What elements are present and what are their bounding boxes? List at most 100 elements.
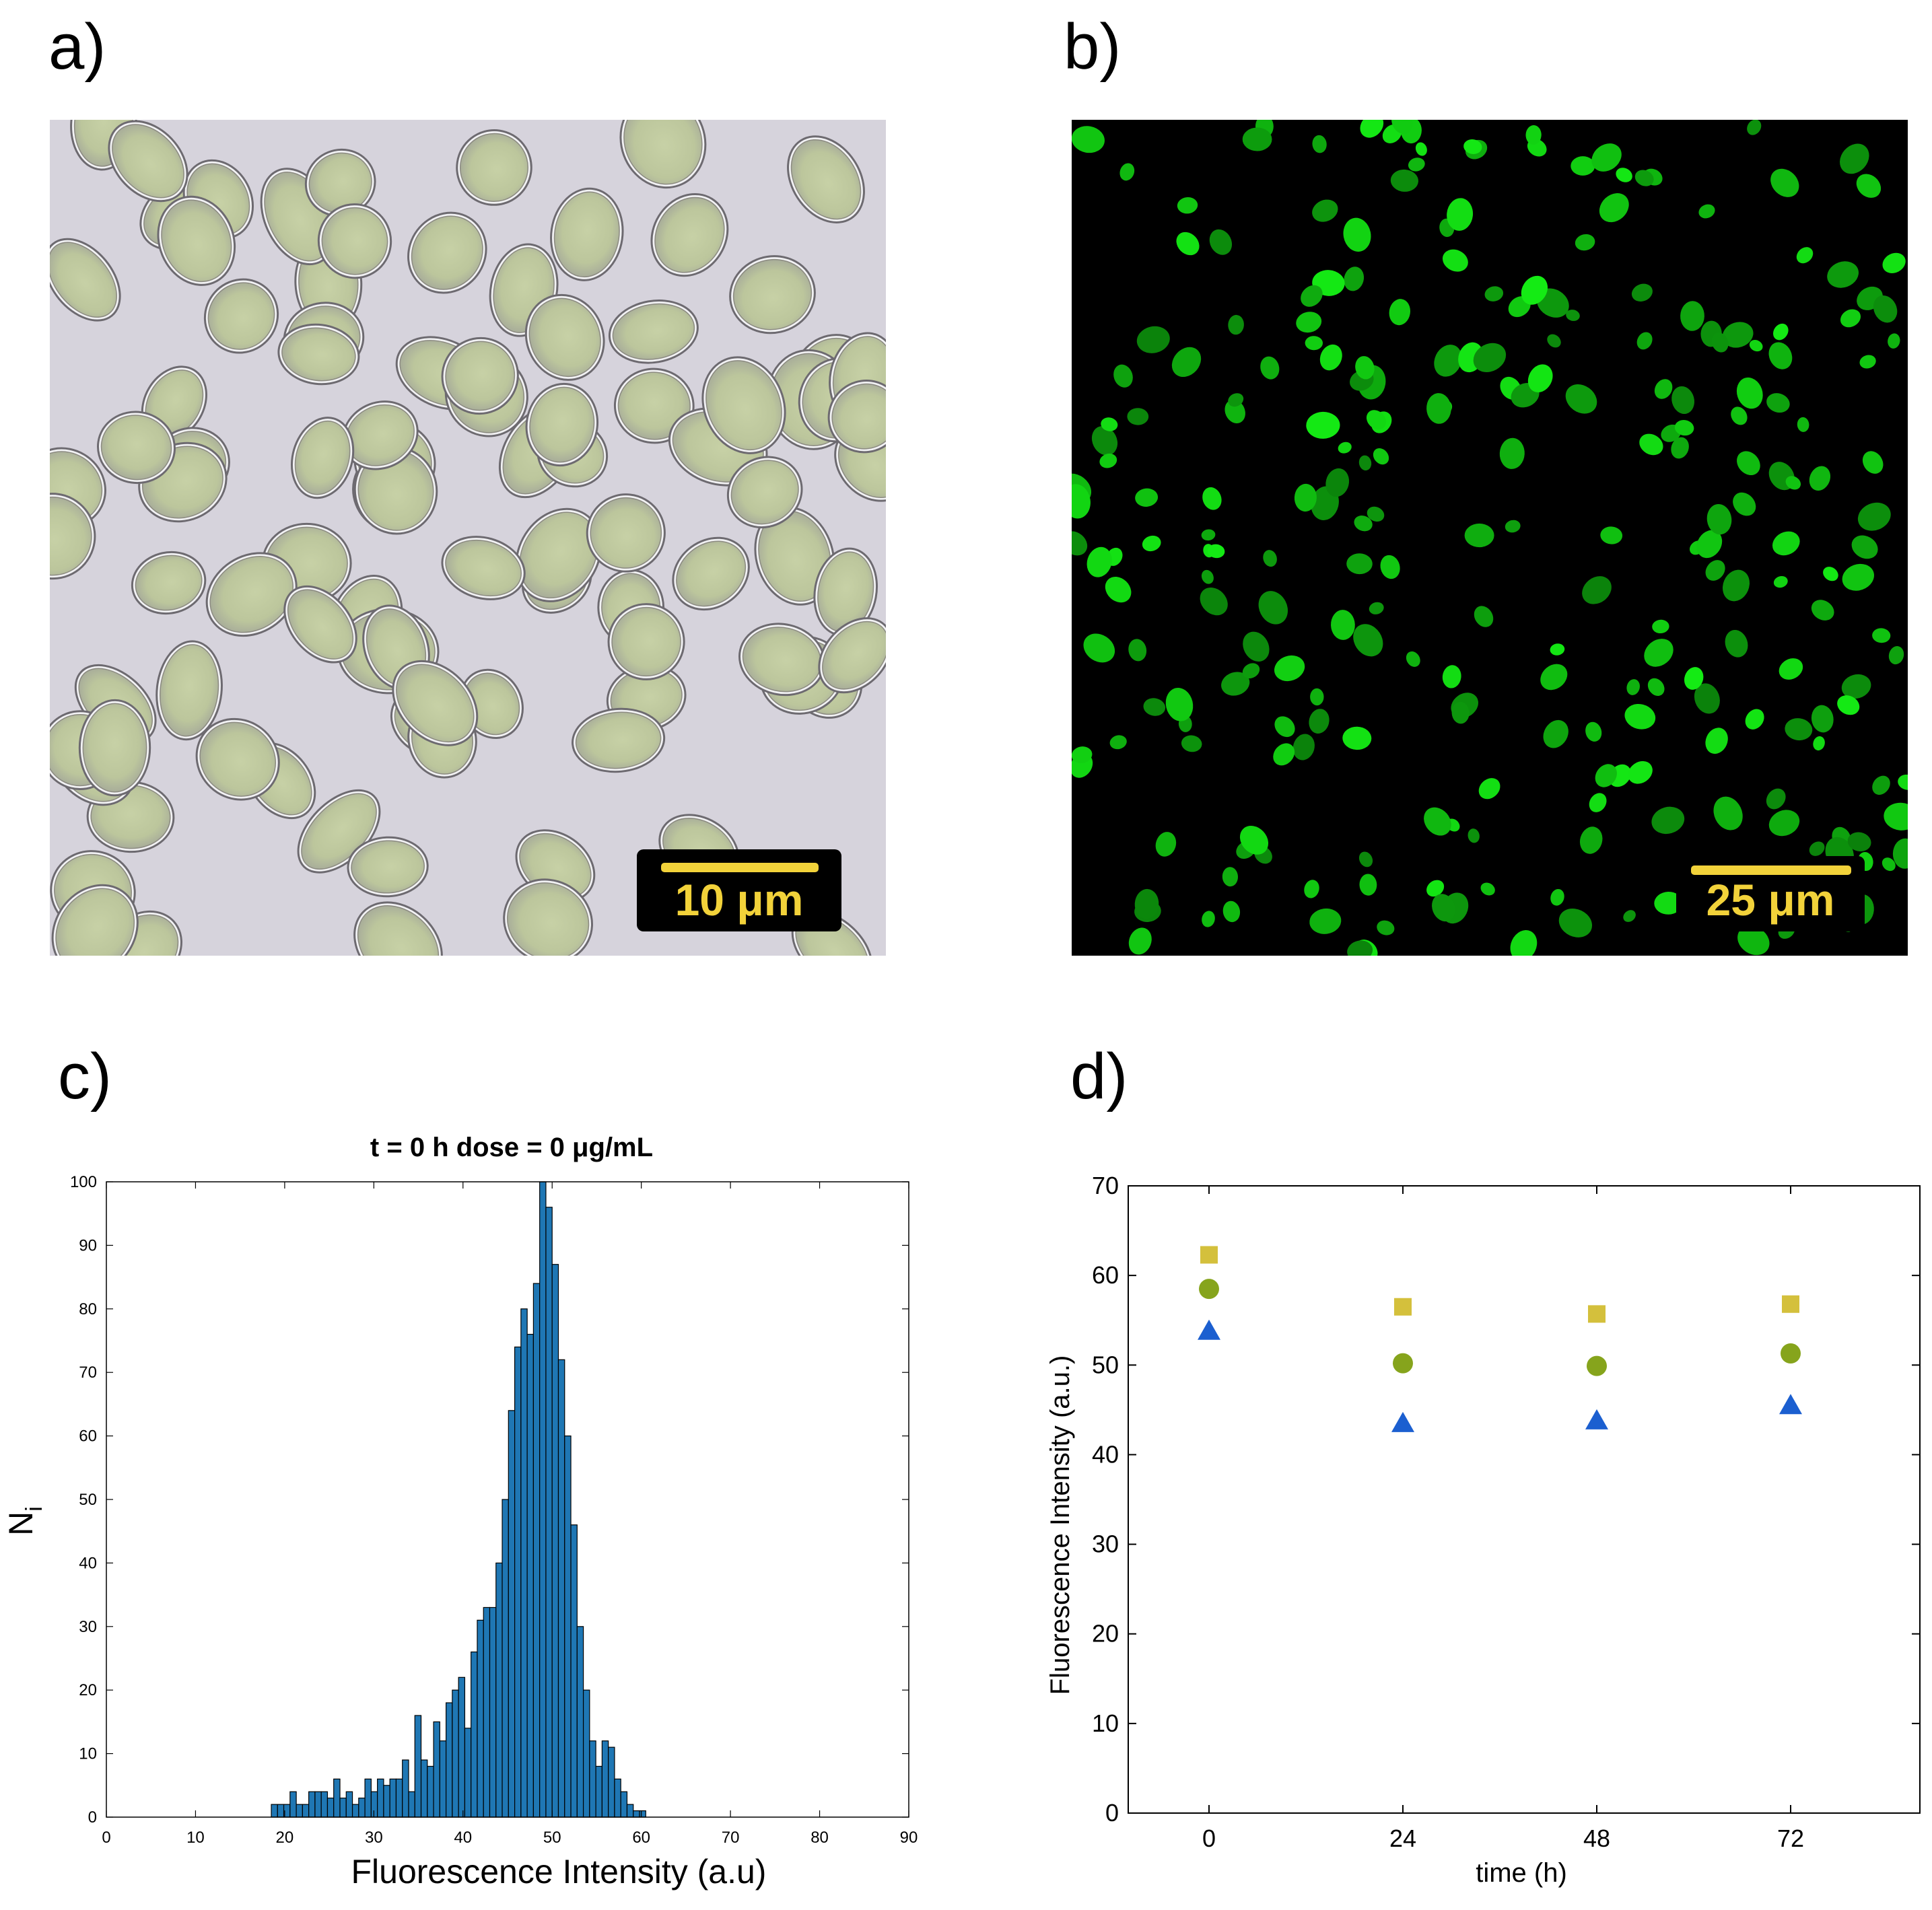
- fluorescent-cell: [1222, 900, 1241, 923]
- cell-body: [553, 191, 620, 278]
- fluorescent-cell: [1779, 658, 1803, 680]
- histogram-bar: [520, 1308, 528, 1818]
- fluorescent-cell: [1344, 267, 1365, 291]
- histogram-bar: [389, 1778, 397, 1818]
- fluorescent-cell: [1442, 249, 1468, 272]
- fluorescent-cell: [1358, 455, 1372, 471]
- cell-body: [209, 556, 294, 633]
- fluorescent-cell: [1851, 535, 1878, 559]
- fluorescent-cell: [1882, 252, 1906, 273]
- fluorescent-cell: [1447, 198, 1474, 231]
- fluorescent-cell: [1258, 591, 1288, 625]
- fluorescent-cell: [1353, 624, 1383, 657]
- fluorescent-cell: [1827, 261, 1859, 288]
- cell-body: [357, 905, 440, 956]
- fluorescent-cell: [1842, 563, 1874, 591]
- cell-body: [55, 888, 135, 956]
- fluorescent-cell: [1260, 356, 1280, 380]
- fluorescent-cell: [1338, 441, 1352, 454]
- fluorescent-cell: [1171, 347, 1202, 378]
- fluorescent-cell: [1432, 894, 1455, 922]
- fluorescent-cell: [1274, 716, 1295, 738]
- fluorescent-cell: [1274, 655, 1305, 682]
- cell: [608, 299, 699, 364]
- cell: [441, 536, 526, 600]
- cell: [515, 507, 602, 602]
- cell-body: [445, 539, 522, 597]
- scale-bar-b-label: 25 μm: [1706, 875, 1835, 925]
- fluorescent-cell: [1359, 874, 1377, 896]
- fluorescent-cell: [1292, 734, 1315, 761]
- cell: [586, 493, 666, 573]
- fluorescent-cell: [1165, 688, 1194, 721]
- cell: [572, 707, 666, 773]
- fluorescent-cell: [1072, 531, 1088, 556]
- cell: [441, 337, 519, 415]
- fluorescent-cell: [1698, 204, 1715, 219]
- histogram-bar: [370, 1791, 378, 1818]
- fluorescent-cell: [1325, 468, 1350, 497]
- fluorescent-cell: [1330, 610, 1355, 640]
- cell: [827, 380, 886, 454]
- fluorescent-cell: [1770, 168, 1799, 197]
- fluorescent-cell: [1105, 576, 1132, 603]
- cell: [283, 585, 357, 664]
- circle-marker: [1199, 1279, 1219, 1300]
- fluorescent-cell: [1119, 163, 1135, 181]
- histogram-bar: [595, 1765, 602, 1818]
- fluorescent-cell: [1380, 555, 1400, 579]
- cell: [205, 552, 298, 637]
- cell: [50, 238, 121, 322]
- fluorescent-cell: [1841, 674, 1871, 699]
- fluorescent-cell: [1521, 275, 1548, 305]
- fluorescent-cell: [1072, 484, 1091, 519]
- cell-body: [287, 589, 354, 660]
- fluorescent-cell: [1222, 867, 1239, 887]
- histogram-title: t = 0 h dose = 0 μg/mL: [370, 1133, 653, 1162]
- cell-body: [281, 327, 356, 382]
- cell: [341, 400, 419, 470]
- histogram-bar: [464, 1728, 472, 1818]
- fluorescent-cell: [1823, 567, 1838, 581]
- histogram-bar: [608, 1746, 615, 1818]
- histogram-bar: [582, 1689, 590, 1818]
- fluorescent-cell: [1505, 520, 1521, 533]
- fluorescent-cell: [1346, 553, 1373, 575]
- fluorescent-cell: [1873, 295, 1898, 323]
- fluorescent-cell: [1463, 139, 1482, 154]
- histogram-bar: [395, 1778, 403, 1818]
- fluorescent-cell: [1296, 312, 1322, 333]
- scatter-x-axis-label: time (h): [1476, 1858, 1567, 1888]
- x-tick-label: 20: [276, 1829, 294, 1847]
- histogram-bar: [626, 1804, 634, 1818]
- fluorescent-cell: [1811, 600, 1834, 621]
- y-tick-label: 0: [1105, 1799, 1119, 1827]
- fluorescent-cell: [1305, 336, 1323, 351]
- histogram-bar: [514, 1346, 522, 1818]
- scatter-points: [1198, 1246, 1802, 1432]
- triangle-marker: [1779, 1394, 1802, 1415]
- scale-bar-b: 25 μm: [1676, 856, 1865, 931]
- fluorescent-cell: [1797, 417, 1809, 432]
- fluorescent-cell: [1221, 672, 1250, 696]
- fluorescent-cell: [1595, 764, 1617, 787]
- fluorescent-cell: [1558, 908, 1593, 938]
- cell-body: [82, 703, 147, 793]
- scatter-y-axis-label: Fluorescence Intensity (a.u.): [1045, 1355, 1075, 1695]
- fluorescent-cell: [1294, 483, 1317, 512]
- histogram-bar: [345, 1791, 353, 1818]
- fluorescent-cell: [1772, 531, 1800, 556]
- fluorescent-cell: [1228, 314, 1244, 335]
- histogram-y-axis-label: Ni: [2, 1506, 47, 1536]
- fluorescent-cell: [1884, 802, 1908, 830]
- x-tick-label: 90: [900, 1829, 918, 1847]
- cell-body: [199, 721, 277, 797]
- histogram-bar: [402, 1759, 409, 1818]
- x-tick-label: 50: [543, 1829, 561, 1847]
- cell: [277, 323, 360, 386]
- triangle-marker: [1391, 1411, 1414, 1432]
- histogram-bar: [483, 1606, 491, 1818]
- fluorescent-cell: [1377, 920, 1395, 935]
- cell-body: [207, 282, 275, 350]
- fluorescent-cell: [1499, 437, 1525, 469]
